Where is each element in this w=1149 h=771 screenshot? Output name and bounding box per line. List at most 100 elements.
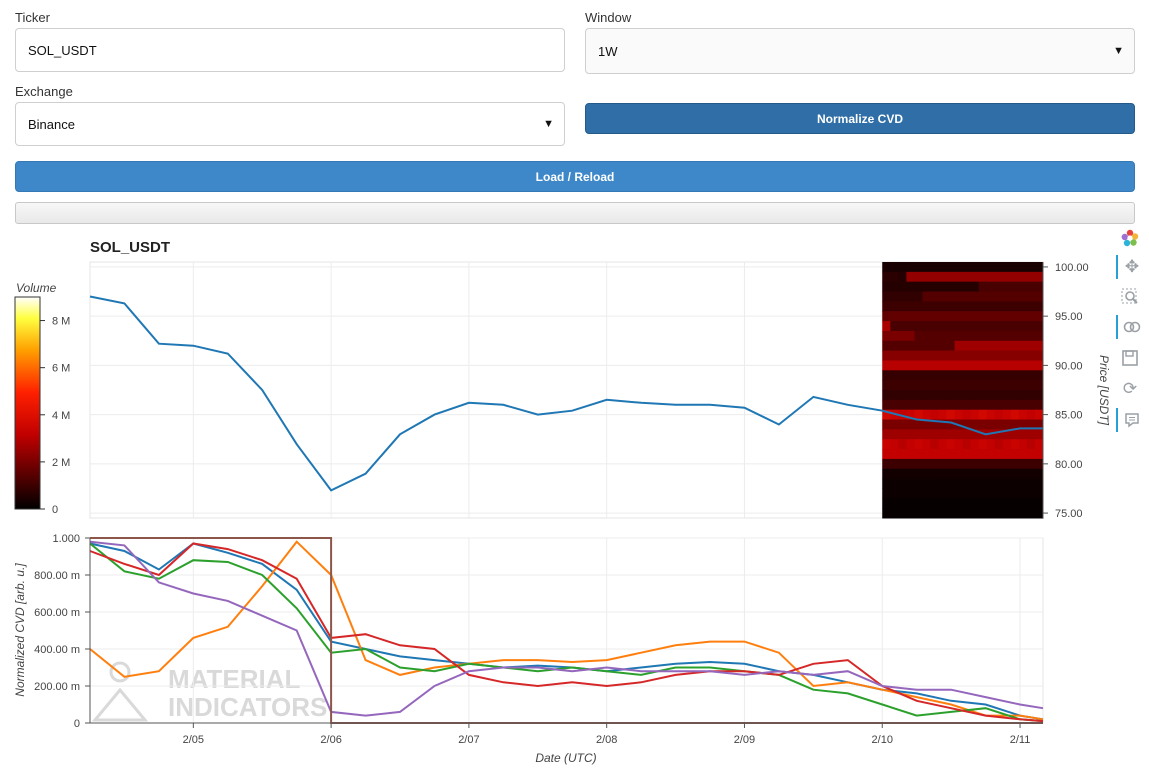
heatmap-cell bbox=[906, 380, 915, 391]
heatmap-cell bbox=[994, 429, 1004, 440]
heatmap-cell bbox=[882, 330, 891, 342]
heatmap-cell bbox=[930, 399, 940, 411]
heatmap-cell bbox=[962, 301, 972, 312]
heatmap-cell bbox=[978, 419, 988, 430]
normalize-cvd-button[interactable]: Normalize CVD bbox=[585, 103, 1135, 134]
heatmap-cell bbox=[898, 262, 907, 273]
heatmap-cell bbox=[882, 439, 891, 450]
heatmap-cell bbox=[890, 380, 899, 391]
heatmap-cell bbox=[986, 488, 996, 499]
heatmap-cell bbox=[962, 498, 972, 509]
heatmap-cell bbox=[938, 458, 948, 470]
heatmap-cell bbox=[962, 311, 972, 322]
heatmap-cell bbox=[946, 350, 956, 361]
heatmap-cell bbox=[954, 508, 964, 519]
price-tick-label: 100.00 bbox=[1055, 262, 1089, 274]
heatmap-cell bbox=[1002, 478, 1012, 489]
heatmap-cell bbox=[978, 281, 988, 293]
heatmap-cell bbox=[938, 380, 948, 391]
heatmap-cell bbox=[1010, 498, 1020, 509]
price-tick-label: 90.00 bbox=[1055, 360, 1083, 372]
heatmap-cell bbox=[954, 488, 964, 499]
pan-icon[interactable]: ✥ bbox=[1116, 255, 1146, 279]
heatmap-cell bbox=[954, 262, 964, 273]
ticker-input[interactable]: SOL_USDT bbox=[15, 28, 565, 72]
heatmap-cell bbox=[1010, 281, 1020, 293]
bokeh-logo-icon[interactable] bbox=[1116, 226, 1144, 250]
heatmap-cell bbox=[970, 262, 980, 273]
heatmap-cell bbox=[882, 321, 891, 332]
exchange-select[interactable]: Binance ▼ bbox=[15, 102, 565, 146]
heatmap-cell bbox=[994, 439, 1004, 450]
heatmap-cell bbox=[922, 380, 931, 391]
heatmap-cell bbox=[882, 488, 891, 499]
heatmap-cell bbox=[1034, 439, 1044, 450]
heatmap-cell bbox=[978, 271, 988, 283]
heatmap-cell bbox=[986, 311, 996, 322]
save-icon[interactable] bbox=[1116, 346, 1144, 370]
heatmap-cell bbox=[954, 399, 964, 411]
heatmap-cell bbox=[890, 360, 899, 371]
heatmap-cell bbox=[986, 350, 996, 361]
heatmap-cell bbox=[1018, 508, 1028, 519]
heatmap-cell bbox=[970, 360, 980, 371]
heatmap-cell bbox=[970, 498, 980, 509]
reset-icon[interactable]: ⟳ bbox=[1122, 379, 1138, 398]
heatmap-cell bbox=[890, 419, 899, 430]
cvd-series-line bbox=[89, 542, 1044, 723]
heatmap-cell bbox=[938, 429, 948, 440]
heatmap-cell bbox=[1026, 439, 1036, 450]
heatmap-cell bbox=[1010, 321, 1020, 332]
wheel-zoom-icon[interactable] bbox=[1116, 315, 1146, 339]
heatmap-cell bbox=[922, 419, 931, 430]
heatmap-cell bbox=[922, 439, 931, 450]
heatmap-cell bbox=[994, 281, 1004, 293]
heatmap-cell bbox=[1010, 449, 1020, 460]
heatmap-cell bbox=[922, 281, 931, 293]
heatmap-cell bbox=[986, 360, 996, 371]
heatmap-cell bbox=[914, 429, 923, 440]
heatmap-cell bbox=[978, 360, 988, 371]
heatmap-cell bbox=[914, 458, 923, 470]
heatmap-cell bbox=[906, 458, 915, 470]
heatmap-cell bbox=[922, 409, 931, 421]
cvd-axis-label: Normalized CVD [arb. u.] bbox=[13, 563, 27, 697]
heatmap-cell bbox=[1010, 370, 1020, 381]
load-reload-button[interactable]: Load / Reload bbox=[15, 161, 1135, 192]
heatmap-cell bbox=[882, 360, 891, 371]
heatmap-cell bbox=[946, 478, 956, 489]
heatmap-cell bbox=[914, 508, 923, 519]
heatmap-cell bbox=[970, 429, 980, 440]
heatmap-cell bbox=[986, 508, 996, 519]
heatmap-cell bbox=[914, 478, 923, 489]
box-zoom-icon[interactable] bbox=[1116, 285, 1144, 309]
heatmap-cell bbox=[954, 271, 964, 283]
heatmap-cell bbox=[946, 429, 956, 440]
heatmap-cell bbox=[938, 478, 948, 489]
ticker-label: Ticker bbox=[15, 10, 50, 25]
price-axis-label: Price [USDT] bbox=[1097, 355, 1111, 426]
heatmap-cell bbox=[882, 468, 891, 480]
chevron-down-icon: ▼ bbox=[1113, 45, 1124, 57]
hover-icon[interactable] bbox=[1116, 408, 1146, 432]
material-indicators-watermark: MATERIAL INDICATORS bbox=[91, 661, 327, 722]
heatmap-cell bbox=[922, 390, 931, 401]
heatmap-cell bbox=[986, 429, 996, 440]
heatmap-cell bbox=[906, 360, 915, 371]
heatmap-cell bbox=[914, 311, 923, 322]
heatmap-cell bbox=[906, 449, 915, 460]
heatmap-cell bbox=[938, 350, 948, 361]
heatmap-cell bbox=[930, 340, 940, 352]
heatmap-cell bbox=[978, 301, 988, 312]
window-select[interactable]: 1W ▼ bbox=[585, 28, 1135, 74]
heatmap-cell bbox=[962, 281, 972, 293]
heatmap-cell bbox=[906, 370, 915, 381]
heatmap-cell bbox=[914, 390, 923, 401]
heatmap-cell bbox=[946, 262, 956, 273]
colorbar-tick-label: 8 M bbox=[52, 316, 70, 328]
cvd-tick-label: 800.00 m bbox=[34, 570, 80, 582]
heatmap-cell bbox=[954, 291, 964, 302]
heatmap-cell bbox=[978, 330, 988, 342]
heatmap-cell bbox=[994, 370, 1004, 381]
